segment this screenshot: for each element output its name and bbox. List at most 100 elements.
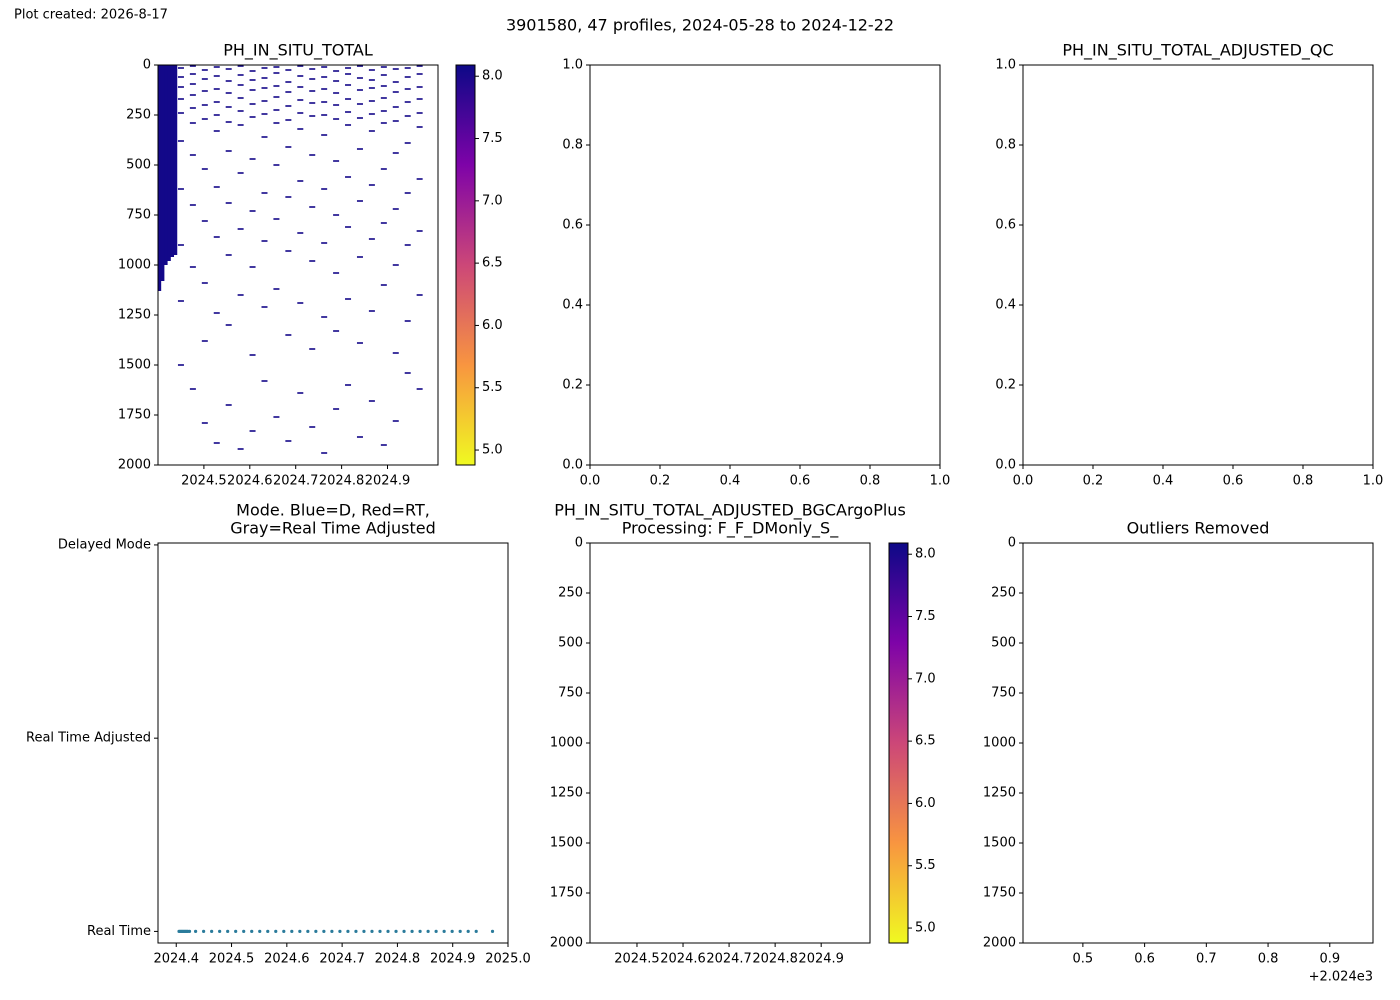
mode-point (266, 929, 270, 934)
profile-sample (416, 86, 423, 88)
profile-sample (273, 164, 280, 166)
profile-sample (404, 142, 411, 144)
profile-sample (345, 67, 352, 69)
profile-sample (273, 85, 280, 87)
x-tick-label: 2024.8 (319, 474, 365, 489)
profile-sample (321, 316, 328, 318)
profile-sample (416, 230, 423, 232)
mode-point (322, 929, 326, 934)
mode-point (418, 929, 422, 934)
profile-block (164, 65, 168, 265)
y-tick-label: Delayed Mode (58, 537, 151, 552)
profile-sample (333, 272, 340, 274)
profile-sample (213, 101, 220, 103)
y-tick-label: 0.8 (995, 138, 1016, 153)
x-tick-label: 2025.0 (485, 952, 531, 967)
profile-sample (309, 206, 316, 208)
profile-sample (189, 107, 196, 109)
profile-sample (249, 158, 256, 160)
y-tick-label: 250 (126, 108, 151, 123)
colorbar-tick-label: 5.5 (482, 380, 503, 395)
profile-sample (321, 242, 328, 244)
profile-sample (309, 426, 316, 428)
profile-sample (285, 196, 292, 198)
profile-sample (309, 78, 316, 80)
axes-frame (589, 64, 941, 466)
profile-sample (285, 91, 292, 93)
y-tick-label: 1250 (118, 308, 151, 323)
profile-sample (345, 176, 352, 178)
mode-point (474, 929, 478, 934)
y-tick-label: 750 (126, 208, 151, 223)
profile-sample (189, 65, 196, 67)
profile-sample (273, 122, 280, 124)
profile-sample (177, 364, 184, 366)
profile-sample (201, 282, 208, 284)
profile-sample (345, 84, 352, 86)
y-tick-label: 0.6 (995, 218, 1016, 233)
mode-point (187, 929, 192, 934)
profile-sample (356, 65, 363, 67)
profile-sample (201, 340, 208, 342)
profile-sample (237, 294, 244, 296)
profile-sample (273, 109, 280, 111)
profile-sample (261, 100, 268, 102)
profile-sample (404, 101, 411, 103)
x-tick-label: 0.9 (1319, 952, 1340, 967)
profile-sample (380, 66, 387, 68)
y-tick-label: Real Time (87, 924, 151, 939)
profile-sample (333, 70, 340, 72)
y-tick-label: 1000 (550, 736, 583, 751)
mode-point (314, 929, 318, 934)
profile-sample (225, 150, 232, 152)
profile-sample (237, 448, 244, 450)
profile-sample (249, 116, 256, 118)
mode-point (426, 929, 430, 934)
profile-sample (345, 384, 352, 386)
profile-sample (273, 96, 280, 98)
mode-point (202, 929, 206, 934)
y-tick-label: 250 (991, 586, 1016, 601)
profile-sample (237, 74, 244, 76)
y-tick-label: 1750 (550, 886, 583, 901)
profile-sample (297, 86, 304, 88)
profile-sample (368, 113, 375, 115)
y-tick-label: 0.6 (562, 218, 583, 233)
panel-title: Processing: F_F_DMonly_S_ (622, 519, 839, 539)
profile-sample (321, 134, 328, 136)
profile-sample (392, 120, 399, 122)
profile-sample (189, 204, 196, 206)
profile-sample (404, 244, 411, 246)
profile-sample (356, 200, 363, 202)
colorbar-tick-label: 6.5 (482, 256, 503, 271)
y-tick-label: 0.4 (562, 298, 583, 313)
profile-sample (297, 99, 304, 101)
profile-sample (392, 68, 399, 70)
colorbar (455, 64, 476, 466)
y-tick-label: 1250 (983, 786, 1016, 801)
colorbar-tick-label: 8.0 (915, 547, 936, 562)
y-tick-label: 1500 (550, 836, 583, 851)
profile-sample (333, 92, 340, 94)
profile-sample (225, 254, 232, 256)
profile-sample (273, 66, 280, 68)
mode-point (362, 929, 366, 934)
mode-point (193, 929, 198, 934)
profile-sample (213, 114, 220, 116)
profile-sample (309, 90, 316, 92)
profile-sample (392, 106, 399, 108)
colorbar-tick-label: 6.5 (915, 734, 936, 749)
profile-sample (273, 72, 280, 74)
profile-sample (273, 288, 280, 290)
profile-sample (368, 69, 375, 71)
profile-sample (189, 83, 196, 85)
panel-title: PH_IN_SITU_TOTAL_ADJUSTED_QC (1062, 41, 1333, 61)
mode-point (330, 929, 334, 934)
axes-frame (1022, 64, 1374, 466)
profile-sample (189, 154, 196, 156)
profile-sample (261, 192, 268, 194)
profile-sample (404, 67, 411, 69)
y-tick-label: 0.2 (995, 378, 1016, 393)
profile-sample (392, 352, 399, 354)
